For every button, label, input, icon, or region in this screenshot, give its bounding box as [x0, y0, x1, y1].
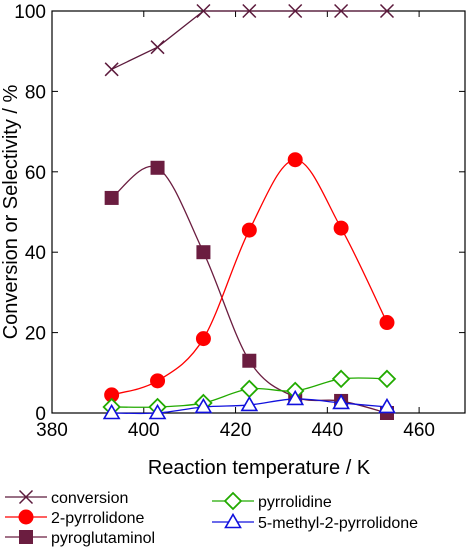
data-point	[332, 393, 350, 410]
data-point	[333, 220, 349, 236]
series-conversion	[104, 3, 395, 77]
legend: conversion 2-pyrrolidone pyroglutaminol pyr…	[5, 489, 418, 547]
data-point	[150, 373, 166, 389]
legend-item: pyrrolidine	[212, 491, 332, 511]
y-tick-label: 60	[25, 163, 46, 184]
data-point	[379, 315, 395, 331]
data-point	[331, 369, 351, 389]
y-tick-label: 100	[14, 2, 46, 23]
y-tick-label: 0	[35, 404, 46, 425]
x-tick-label: 440	[311, 420, 343, 441]
data-point	[240, 379, 259, 399]
data-point	[148, 403, 167, 420]
cross-stroke	[104, 62, 119, 77]
data-point	[287, 152, 303, 168]
y-tick-label: 20	[25, 324, 46, 345]
data-point	[150, 160, 165, 175]
cross-stroke	[150, 40, 165, 55]
series-layer	[102, 3, 397, 420]
x-axis-label: Reaction temperature / K	[148, 457, 371, 479]
data-point	[242, 3, 257, 19]
data-point	[196, 245, 211, 260]
cross-stroke	[379, 3, 395, 19]
legend-item: pyroglutaminol	[5, 530, 155, 547]
legend-label: conversion	[51, 490, 128, 507]
legend-marker	[18, 489, 34, 505]
data-point	[104, 190, 119, 205]
data-point	[196, 3, 211, 19]
x-tick-label: 380	[36, 420, 68, 441]
legend-marker	[224, 512, 242, 529]
x-tick-label: 400	[128, 420, 160, 441]
data-point	[242, 353, 257, 368]
y-tick-label: 80	[25, 82, 46, 103]
data-point	[288, 3, 303, 19]
series-2-pyrrolidone	[104, 152, 395, 403]
data-point	[104, 62, 119, 77]
data-point	[240, 395, 259, 412]
cross-stroke	[18, 489, 34, 505]
y-axis-label: Conversion or Selectivity / %	[0, 85, 22, 340]
legend-label: 2-pyrrolidone	[51, 510, 144, 527]
legend-label: pyrrolidine	[258, 494, 332, 511]
x-tick-label: 460	[403, 420, 435, 441]
legend-marker	[223, 491, 243, 511]
data-point	[334, 3, 349, 19]
x-tick-label: 420	[220, 420, 252, 441]
legend-label: pyroglutaminol	[51, 530, 155, 547]
cross-stroke	[196, 3, 211, 19]
axes: 380 400 420 440 460 0 20 40 60 80 100	[14, 2, 465, 441]
data-point	[286, 389, 305, 406]
data-point	[379, 3, 395, 19]
data-point	[102, 403, 121, 420]
data-point	[377, 369, 397, 389]
legend-item: 5-methyl-2-pyrrolidone	[212, 512, 418, 532]
data-point	[378, 397, 396, 414]
data-point	[241, 222, 257, 238]
data-point	[194, 397, 213, 414]
legend-label: 5-methyl-2-pyrrolidone	[258, 515, 418, 532]
legend-marker	[18, 509, 34, 525]
legend-marker	[19, 530, 33, 544]
cross-stroke	[334, 3, 349, 19]
series-line	[111, 10, 387, 70]
legend-item: 2-pyrrolidone	[5, 509, 144, 527]
y-tick-label: 40	[25, 243, 46, 264]
legend-item: conversion	[5, 489, 128, 507]
cross-stroke	[288, 3, 303, 19]
data-point	[195, 331, 211, 347]
series-5-methyl-2-pyrrolidone	[102, 389, 396, 420]
cross-stroke	[242, 3, 257, 19]
data-point	[150, 40, 165, 55]
